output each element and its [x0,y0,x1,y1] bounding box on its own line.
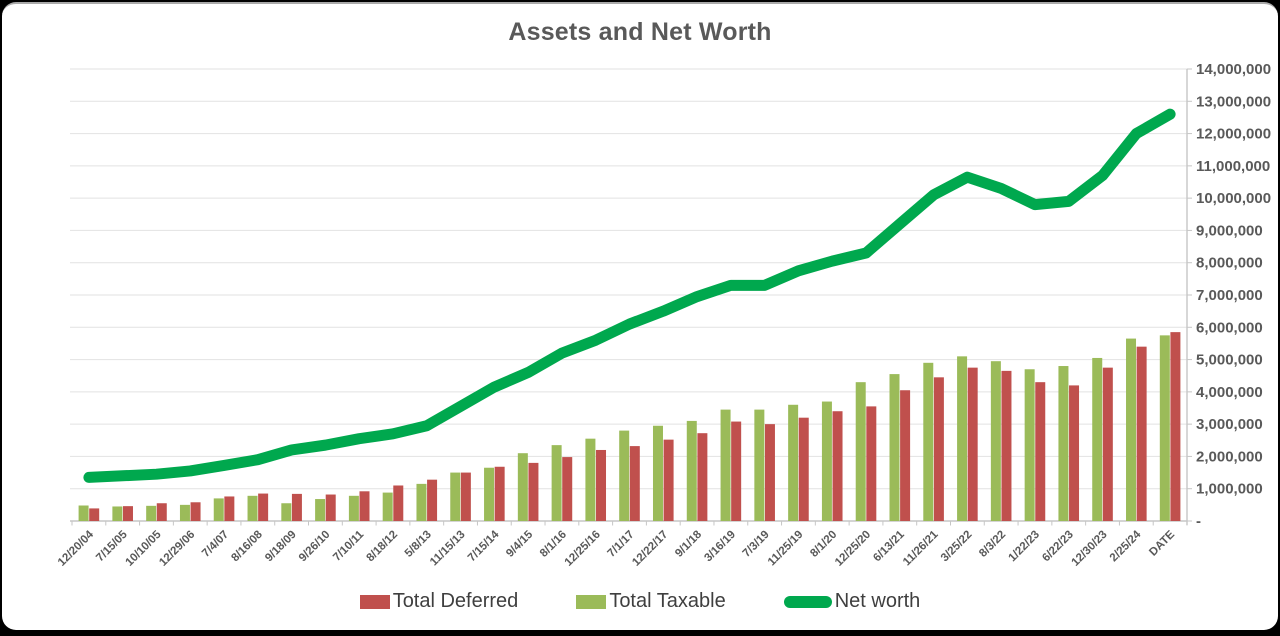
legend-item-total-deferred: Total Deferred [359,590,519,613]
net-worth-line [83,108,1176,483]
svg-text:12/29/06: 12/29/06 [157,529,197,569]
legend-item-net-worth: Net worth [783,590,921,613]
svg-text:7/15/14: 7/15/14 [466,528,502,564]
svg-text:7/1/17: 7/1/17 [606,529,637,560]
svg-text:6,000,000: 6,000,000 [1196,319,1263,336]
svg-text:3,000,000: 3,000,000 [1196,416,1263,433]
svg-text:12,000,000: 12,000,000 [1196,126,1271,143]
svg-text:9,000,000: 9,000,000 [1196,222,1263,239]
svg-text:7/3/19: 7/3/19 [741,529,772,560]
svg-text:12/20/04: 12/20/04 [56,528,97,569]
svg-text:9/26/10: 9/26/10 [297,529,333,565]
legend-swatch-total-deferred [359,594,390,609]
svg-text:1,000,000: 1,000,000 [1196,481,1263,498]
svg-text:9/4/15: 9/4/15 [504,528,536,560]
bars-total-deferred [89,332,1181,521]
legend-label-total-deferred: Total Deferred [392,590,519,612]
svg-text:11/26/21: 11/26/21 [901,528,941,568]
svg-text:12/25/16: 12/25/16 [563,529,603,569]
svg-text:9/1/18: 9/1/18 [673,528,705,560]
svg-text:14,000,000: 14,000,000 [1196,61,1271,78]
svg-text:13,000,000: 13,000,000 [1196,93,1271,110]
gridlines [70,68,1187,490]
svg-text:8/3/22: 8/3/22 [977,529,1008,560]
legend-label-total-taxable: Total Taxable [609,590,726,612]
svg-text:5/8/13: 5/8/13 [403,529,434,560]
svg-text:-: - [1196,513,1201,530]
svg-text:8/18/12: 8/18/12 [364,529,400,565]
legend-swatch-total-taxable [576,594,607,609]
bars-total-taxable [78,335,1170,521]
svg-text:11/15/13: 11/15/13 [428,529,468,569]
svg-text:7,000,000: 7,000,000 [1196,287,1263,304]
legend-label-net-worth: Net worth [834,590,921,612]
chart-plot-area: 14,000,000 13,000,000 12,000,000 11,000,000… [56,61,1271,569]
svg-text:7/10/11: 7/10/11 [331,528,367,564]
svg-text:9/18/09: 9/18/09 [263,529,299,565]
svg-text:DATE: DATE [1147,528,1177,558]
svg-text:11/25/19: 11/25/19 [766,529,806,569]
svg-text:7/4/07: 7/4/07 [200,529,231,560]
svg-text:2/25/24: 2/25/24 [1108,528,1144,564]
svg-text:12/22/17: 12/22/17 [630,529,670,569]
svg-text:3/16/19: 3/16/19 [702,529,738,565]
svg-text:11,000,000: 11,000,000 [1196,158,1270,175]
svg-text:8/16/08: 8/16/08 [229,528,265,564]
svg-text:10,000,000: 10,000,000 [1196,190,1271,207]
svg-text:10/10/05: 10/10/05 [123,528,164,569]
svg-text:8,000,000: 8,000,000 [1196,255,1263,272]
svg-text:3/25/22: 3/25/22 [939,529,975,565]
chart-legend: Total Deferred Total Taxable Net worth [2,590,1278,613]
chart-title: Assets and Net Worth [508,18,772,46]
svg-text:5,000,000: 5,000,000 [1196,352,1263,369]
svg-text:8/1/16: 8/1/16 [538,529,569,560]
y-axis-labels: 14,000,000 13,000,000 12,000,000 11,000,000… [1196,61,1271,530]
legend-item-total-taxable: Total Taxable [576,590,726,613]
svg-text:1/22/23: 1/22/23 [1006,529,1042,565]
svg-text:8/1/20: 8/1/20 [808,529,839,560]
svg-text:4,000,000: 4,000,000 [1196,384,1263,401]
svg-text:2,000,000: 2,000,000 [1196,448,1263,465]
legend-swatch-net-worth [783,595,832,608]
svg-text:12/30/23: 12/30/23 [1070,529,1110,569]
svg-text:12/25/20: 12/25/20 [833,529,873,569]
